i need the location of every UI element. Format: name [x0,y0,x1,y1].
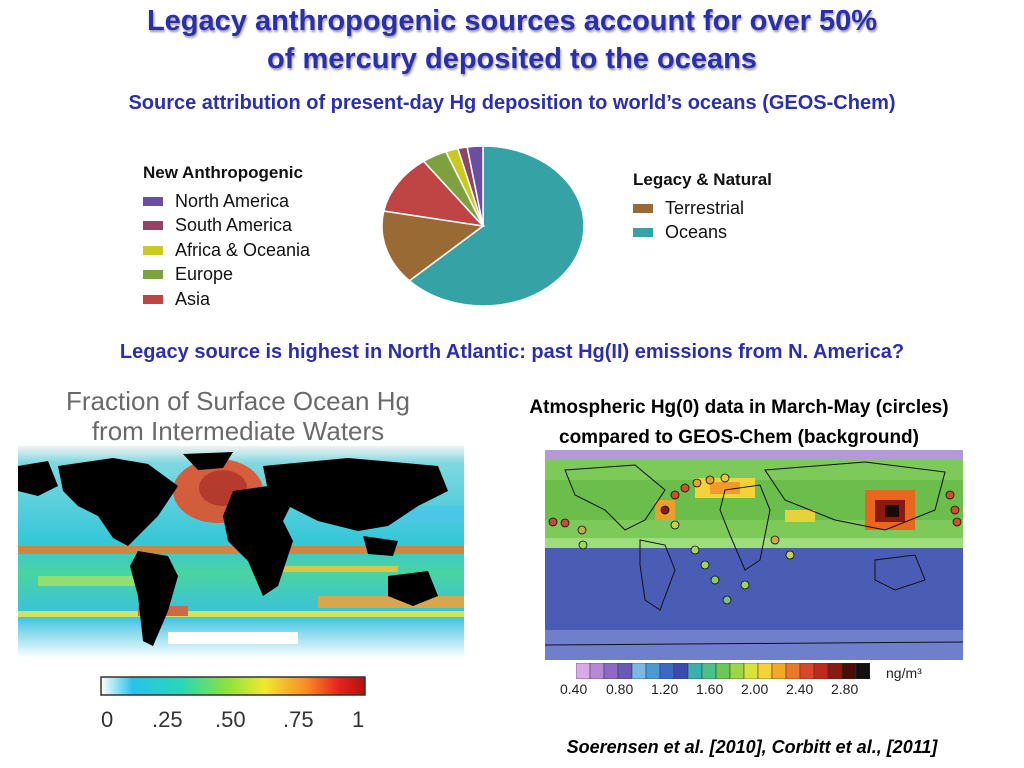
map1-title: Fraction of Surface Ocean Hg from Interm… [18,386,458,446]
map2-tick-label: 2.00 [741,681,769,697]
map2-caption: Atmospheric Hg(0) data in March-May (cir… [454,393,1024,453]
map2-tick-label: 0.80 [606,681,634,697]
new-anthropogenic-legend-title: New Anthropogenic [143,163,303,182]
legend-label: Asia [175,288,211,309]
pie-slice-asia [382,160,485,228]
antarctica [168,632,298,644]
map2-caption-line2: compared to GEOS-Chem (background) [559,427,919,448]
legend-swatch [143,196,163,206]
hg-hotspots [655,478,915,530]
map1-tick-label: .50 [215,707,246,732]
legend-label: North America [175,190,290,211]
legend-swatch [143,270,163,280]
legend-item-africa-oceania: Africa & Oceania [143,238,310,263]
hg-deposition-pie-chart [381,145,585,307]
legacy-natural-legend-title: Legacy & Natural [633,170,772,189]
legend-item-oceans: Oceans [633,221,772,246]
map1-colorbar [100,676,366,696]
map1-tick-label: 1 [352,707,365,732]
legend-label: Europe [175,264,234,285]
slide-subtitle: Source attribution of present-day Hg dep… [128,92,896,114]
legend-swatch [143,245,163,255]
map2-units-label: ng/m³ [886,665,922,681]
legend-swatch [633,203,653,213]
surface-ocean-fraction-map [18,446,464,658]
atmospheric-hg-map [545,450,963,660]
legend-label: Africa & Oceania [175,239,311,260]
map1-title-line1: Fraction of Surface Ocean Hg [66,386,410,416]
new-anthropogenic-legend: New Anthropogenic North America South Am… [143,163,310,312]
legend-swatch [633,228,653,238]
pie-slice-north-america [466,145,484,227]
map2-tick-label: 1.60 [696,681,724,697]
legend-item-asia: Asia [143,287,310,312]
map2-tick-label: 1.20 [651,681,679,697]
legend-item-terrestrial: Terrestrial [633,196,772,221]
slide-title-line2: of mercury deposited to the oceans [267,43,757,75]
legend-item-europe: Europe [143,263,310,288]
pie-slice-oceans [408,145,585,307]
map2-tick-label: 2.40 [786,681,814,697]
legend-swatch [143,294,163,304]
pie-slice-terrestrial [381,210,485,282]
slide-title: Legacy anthropogenic sources account for… [0,2,1024,78]
map2-tick-label: 0.40 [560,681,588,697]
continents [18,452,448,646]
map1-title-line2: from Intermediate Waters [91,416,385,446]
legacy-source-heading: Legacy source is highest in North Atlant… [119,341,905,363]
map2-tick-label: 2.80 [831,681,859,697]
legacy-natural-legend: Legacy & Natural Terrestrial Oceans [633,170,772,245]
map2-colorbar [576,663,870,679]
coastlines [545,461,963,646]
map2-caption-line1: Atmospheric Hg(0) data in March-May (cir… [529,397,949,418]
legend-item-south-america: South America [143,214,310,239]
legend-label: South America [175,215,293,236]
map1-tick-label: .75 [283,707,314,732]
map1-tick-label: 0 [101,707,114,732]
slide-title-line1: Legacy anthropogenic sources account for… [146,5,878,37]
observation-circles [548,473,962,605]
legend-item-north-america: North America [143,189,310,214]
legend-swatch [143,221,163,231]
map1-tick-label: .25 [152,707,183,732]
legend-label: Terrestrial [665,197,745,218]
citation: Soerensen et al. [2010], Corbitt et al.,… [566,737,938,757]
legend-label: Oceans [665,222,728,243]
